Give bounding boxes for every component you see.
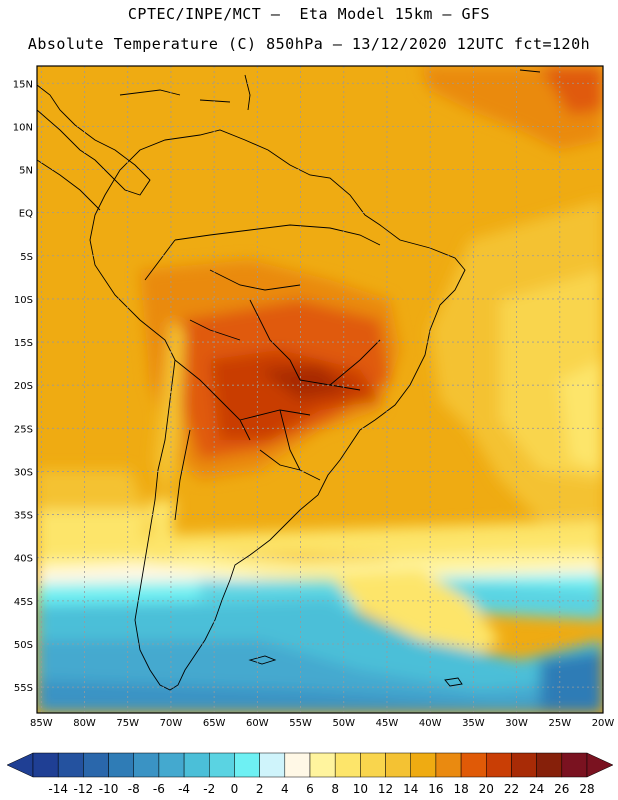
central-america-coastline — [37, 84, 151, 196]
colorbar-swatch — [511, 752, 537, 778]
longitude-label: 80W — [73, 718, 96, 729]
latitude-label: 25S — [14, 424, 33, 435]
colorbar-swatch — [32, 752, 59, 778]
latitude-label: 15N — [13, 79, 33, 90]
map-frame — [36, 65, 604, 714]
longitude-label: 85W — [30, 718, 53, 729]
latitude-label: 30S — [14, 467, 33, 478]
colorbar-label: 8 — [331, 782, 339, 796]
colorbar-swatch — [108, 752, 134, 778]
colorbar-swatch — [410, 752, 437, 778]
colorbar-label: 20 — [479, 782, 494, 796]
latitude-label: 35S — [14, 511, 33, 522]
map-title-line2: Absolute Temperature (C) 850hPa – 13/12/… — [27, 35, 591, 53]
colorbar-label: -10 — [99, 782, 119, 796]
longitude-label: 25W — [548, 718, 571, 729]
colorbar-swatch — [284, 752, 311, 778]
graticule — [37, 66, 604, 713]
latitude-label: 10N — [13, 122, 33, 133]
colorbar-label: 2 — [256, 782, 264, 796]
latitude-label: 40S — [14, 554, 33, 565]
colorbar-swatch — [460, 752, 487, 778]
latitude-label: 5N — [19, 166, 33, 177]
colorbar-swatch — [385, 752, 411, 778]
temperature-field — [37, 66, 603, 713]
colorbar-swatch — [83, 752, 109, 778]
colorbar-swatch — [183, 752, 210, 778]
latitude-label: 15S — [14, 338, 33, 349]
colorbar-label: 22 — [504, 782, 519, 796]
colorbar-max-arrow — [586, 752, 614, 778]
latitude-label: 5S — [20, 252, 33, 263]
colorbar-swatch — [360, 752, 386, 778]
colorbar-label: 28 — [579, 782, 594, 796]
colorbar-label: -12 — [74, 782, 94, 796]
colorbar-swatch — [309, 752, 336, 778]
colorbar-label: 14 — [403, 782, 418, 796]
colorbar-label: -6 — [153, 782, 165, 796]
longitude-label: 30W — [505, 718, 528, 729]
colorbar-label: 26 — [554, 782, 569, 796]
colorbar-min-arrow — [6, 752, 34, 778]
latitude-label: 55S — [14, 683, 33, 694]
latitude-label: 20S — [14, 381, 33, 392]
longitude-label: 70W — [160, 718, 183, 729]
longitude-label: 35W — [462, 718, 485, 729]
country-borders — [144, 224, 381, 521]
colorbar-label: 24 — [529, 782, 544, 796]
longitude-label: 65W — [203, 718, 226, 729]
colorbar-label: 6 — [306, 782, 314, 796]
colorbar-label: 10 — [353, 782, 368, 796]
south-america-coastline — [89, 129, 466, 691]
colorbar: -14 -12 -10 -8 -6 -4 -2 0 2 4 6 8 10 12 14 16 18 20 22 24 26… — [6, 752, 614, 796]
axis-labels: 15N 10N 5N EQ 5S 10S 15S 20S 25S 30S 35S 40S 45S 50S 5… — [13, 79, 615, 729]
longitude-label: 75W — [116, 718, 139, 729]
latitude-label: EQ — [19, 209, 33, 220]
colorbar-label: 4 — [281, 782, 289, 796]
longitude-label: 20W — [592, 718, 615, 729]
longitude-label: 45W — [376, 718, 399, 729]
longitude-label: 40W — [419, 718, 442, 729]
colorbar-swatch — [486, 752, 512, 778]
colorbar-swatch — [234, 752, 260, 778]
colorbar-swatch — [259, 752, 286, 778]
longitude-label: 60W — [246, 718, 269, 729]
colorbar-swatch — [209, 752, 235, 778]
colorbar-label: -2 — [203, 782, 215, 796]
colorbar-label: 16 — [428, 782, 443, 796]
longitude-label: 50W — [332, 718, 355, 729]
colorbar-swatch — [536, 752, 563, 778]
coastlines — [37, 69, 541, 691]
colorbar-swatch — [158, 752, 185, 778]
latitude-label: 45S — [14, 597, 33, 608]
colorbar-swatch — [561, 752, 588, 778]
colorbar-swatch — [133, 752, 160, 778]
colorbar-label: -8 — [128, 782, 140, 796]
colorbar-label: -14 — [48, 782, 68, 796]
map-title-line1: CPTEC/INPE/MCT – Eta Model 15km – GFS — [127, 5, 491, 23]
colorbar-swatch — [57, 752, 84, 778]
colorbar-label: 18 — [453, 782, 468, 796]
latitude-label: 10S — [14, 295, 33, 306]
colorbar-label: 0 — [231, 782, 239, 796]
colorbar-label: 12 — [378, 782, 393, 796]
latitude-label: 50S — [14, 640, 33, 651]
colorbar-label: -4 — [178, 782, 190, 796]
longitude-label: 55W — [289, 718, 312, 729]
colorbar-swatch — [435, 752, 462, 778]
colorbar-swatch — [334, 752, 361, 778]
